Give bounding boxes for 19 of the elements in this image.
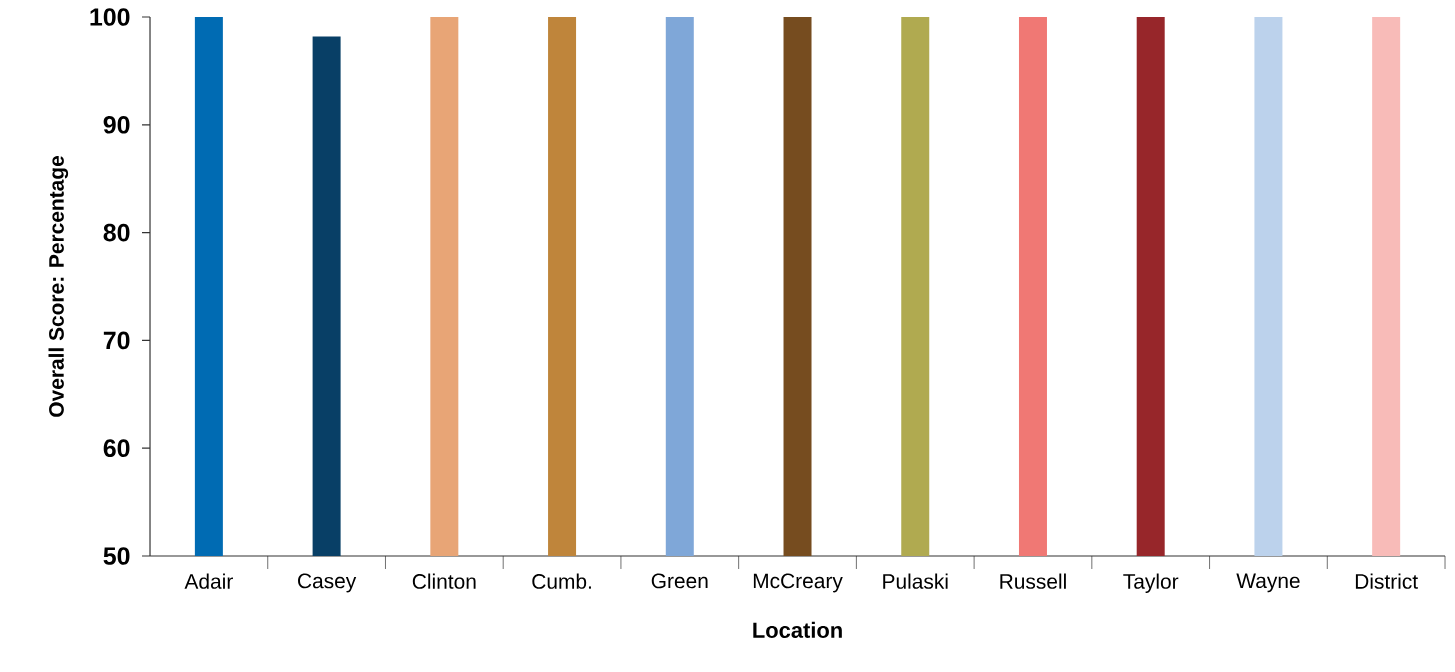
y-tick-label: 60 [103, 439, 130, 458]
x-tick-label: Cumb. [532, 573, 591, 589]
x-tick-label: Adair [184, 573, 233, 589]
x-tick-label: District [1355, 573, 1418, 589]
x-tick-label: Russell [1000, 573, 1066, 589]
x-axis-title: Location [753, 621, 842, 638]
y-tick-label: 50 [103, 547, 130, 565]
y-tick-label: 80 [103, 223, 130, 242]
x-tick-label: Pulaski [883, 573, 948, 589]
y-tick-label: 90 [103, 115, 130, 134]
y-tick-label: 100 [90, 8, 130, 26]
x-tick-label: Casey [298, 573, 357, 593]
y-axis-title: Overall Score: Percentage [48, 156, 69, 417]
x-tick-label: McCreary [753, 573, 843, 593]
x-tick-label: Green [651, 573, 708, 589]
x-tick-label: Taylor [1123, 573, 1179, 594]
x-tick-label: Clinton [412, 573, 476, 589]
y-tick-label: 70 [103, 331, 130, 350]
x-tick-label: Wayne [1236, 573, 1300, 593]
